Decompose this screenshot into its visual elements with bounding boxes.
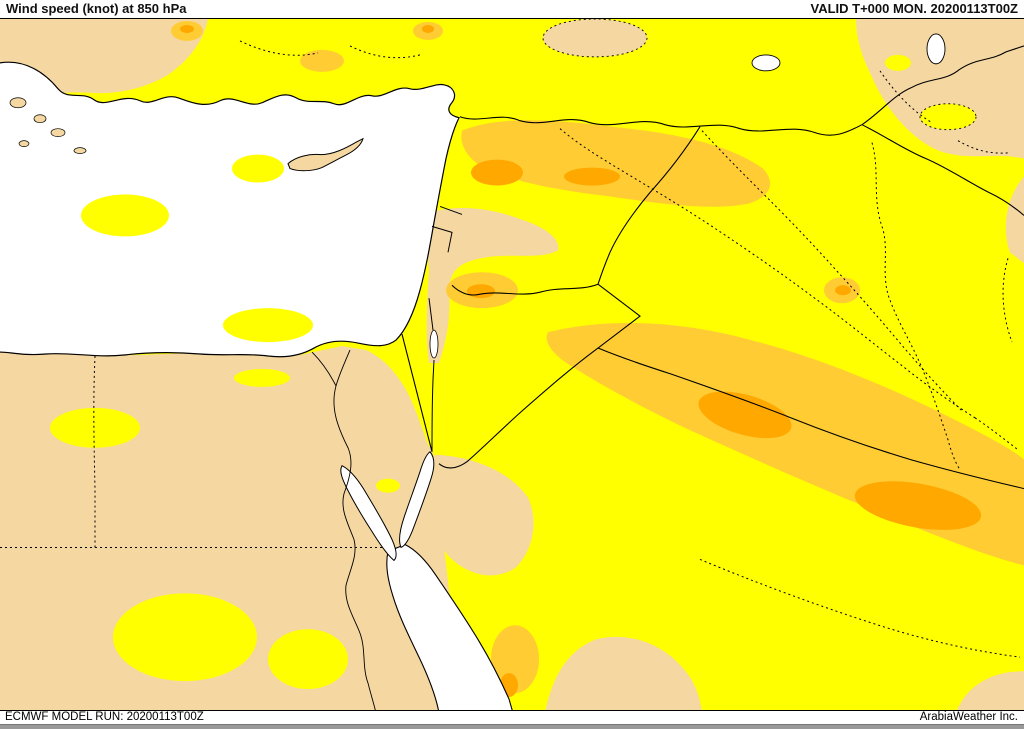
tan-region-levant xyxy=(426,207,559,364)
yellow-patch-sinai xyxy=(376,478,400,493)
border-jordan-rift xyxy=(428,298,435,452)
gold-spot-anatolia xyxy=(300,49,344,72)
gulf-of-suez xyxy=(340,465,397,562)
aegean-island-2 xyxy=(33,114,47,124)
dotted-east-edge-line xyxy=(1002,258,1013,343)
yellow-patch-egypt-4 xyxy=(234,368,290,387)
aegean-island-3 xyxy=(50,128,66,138)
border-turkey-iran xyxy=(861,124,1024,216)
border-jordan-saudi xyxy=(438,347,599,469)
yellow-patch-egypt-3 xyxy=(268,629,348,690)
yellow-patch-egypt-2 xyxy=(113,593,257,682)
mediterranean-sea xyxy=(0,62,459,357)
border-jordan-iraq-saudi xyxy=(596,283,1024,490)
yellow-patch-ne-1 xyxy=(920,103,976,130)
dotted-contour-anatolia xyxy=(542,19,648,58)
orange-core-north-2 xyxy=(422,24,434,33)
border-egypt-libya-dotted xyxy=(93,356,96,548)
wind-fill-layer xyxy=(0,19,1024,710)
lake-urmia xyxy=(926,33,946,65)
border-turkey-caucasus xyxy=(861,45,1024,126)
dotted-saudi-line xyxy=(699,558,1021,658)
dotted-anatolia-lines xyxy=(239,40,421,59)
yellow-patch-egypt-1 xyxy=(50,407,140,448)
line-work-layer xyxy=(0,19,1024,710)
dead-sea xyxy=(429,329,439,359)
border-turkey-syria-iraq xyxy=(459,116,863,136)
orange-core-syria-2 xyxy=(564,167,620,186)
tan-region-nw-saudi xyxy=(426,454,534,576)
overwater-wind-patches xyxy=(81,154,313,343)
model-run-label: ECMWF MODEL RUN: 20200113T00Z xyxy=(5,711,204,723)
valid-time-label: VALID T+000 MON. 20200113T00Z xyxy=(810,1,1019,16)
border-egypt-israel xyxy=(401,333,433,452)
orange-core-central-1 xyxy=(698,391,792,439)
page-title: Wind speed (knot) at 850 hPa xyxy=(6,1,187,16)
orange-core-jordan xyxy=(467,284,495,299)
river-euphrates-dotted xyxy=(559,128,976,419)
gold-band-north-syria xyxy=(461,120,771,207)
orange-core-central-2 xyxy=(854,481,982,530)
tan-region-south-east-corner xyxy=(957,671,1024,710)
tan-region-northeast xyxy=(856,19,1024,159)
header-bar: Wind speed (knot) at 850 hPa VALID T+000… xyxy=(0,0,1024,18)
border-syria-iraq xyxy=(597,126,701,285)
water-bodies-layer xyxy=(0,33,946,710)
tan-region-central-anatolia xyxy=(543,19,647,57)
dotted-contour-northeast xyxy=(919,103,977,131)
footer-gray-strip xyxy=(0,724,1024,729)
orange-core-iraq xyxy=(835,285,851,296)
orange-core-syria-1 xyxy=(471,159,523,186)
border-lebanon xyxy=(431,205,463,253)
border-syria-jordan xyxy=(451,283,599,296)
coastline xyxy=(0,61,460,358)
orange-core-north-1 xyxy=(180,24,194,33)
yellow-patch-ne-2 xyxy=(885,54,911,71)
map-area xyxy=(0,18,1024,711)
yellow-sea-patch-3 xyxy=(232,154,284,183)
lake-van xyxy=(751,54,781,72)
branding-label: ArabiaWeather Inc. xyxy=(919,711,1018,723)
nile-river xyxy=(311,349,376,710)
yellow-sea-patch-1 xyxy=(81,194,169,237)
tan-region-west-anatolia xyxy=(0,19,208,96)
yellow-sea-patch-2 xyxy=(223,308,313,343)
cyprus-island xyxy=(287,137,364,172)
weather-map xyxy=(0,19,1024,710)
aegean-island-5 xyxy=(73,147,87,154)
gulf-of-aqaba xyxy=(399,451,435,549)
red-sea xyxy=(386,543,513,710)
river-tigris-dotted xyxy=(701,130,1019,451)
border-iraq-iran-dotted xyxy=(871,142,961,470)
aegean-island-4 xyxy=(18,140,30,147)
aegean-island-1 xyxy=(9,97,27,109)
tan-region-east-edge xyxy=(1005,176,1024,264)
gold-spot-redsea-coast xyxy=(491,625,539,694)
footer-bar: ECMWF MODEL RUN: 20200113T00Z ArabiaWeat… xyxy=(0,711,1024,724)
tan-region-south-center xyxy=(545,636,702,710)
